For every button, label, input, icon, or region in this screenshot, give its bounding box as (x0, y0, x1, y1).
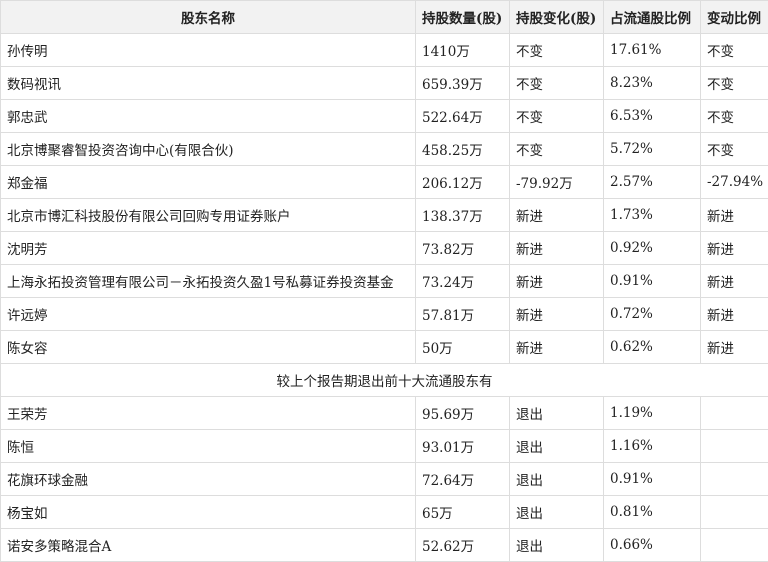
cell-shares-held: 1410万 (415, 33, 510, 67)
cell-shares-change: 新进 (509, 264, 604, 298)
table-row: 陈女容 50万 新进 0.62% 新进 (0, 330, 768, 364)
cell-float-ratio: 1.73% (603, 198, 701, 232)
cell-shares-change: 退出 (509, 495, 604, 529)
cell-shares-change: -79.92万 (509, 165, 604, 199)
cell-change-ratio (700, 462, 768, 496)
cell-shares-change: 退出 (509, 462, 604, 496)
cell-change-ratio: 新进 (700, 264, 768, 298)
table-row: 花旗环球金融 72.64万 退出 0.91% (0, 462, 768, 496)
cell-shares-held: 50万 (415, 330, 510, 364)
cell-shareholder-name: 郭忠武 (0, 99, 416, 133)
cell-shares-held: 65万 (415, 495, 510, 529)
cell-shareholder-name: 王荣芳 (0, 396, 416, 430)
cell-change-ratio: 新进 (700, 297, 768, 331)
cell-shares-held: 138.37万 (415, 198, 510, 232)
cell-shareholder-name: 上海永拓投资管理有限公司－永拓投资久盈1号私募证券投资基金 (0, 264, 416, 298)
table-row: 上海永拓投资管理有限公司－永拓投资久盈1号私募证券投资基金 73.24万 新进 0.9… (0, 264, 768, 298)
cell-shares-change: 退出 (509, 429, 604, 463)
cell-float-ratio: 5.72% (603, 132, 701, 166)
cell-change-ratio: 不变 (700, 66, 768, 100)
cell-shareholder-name: 诺安多策略混合A (0, 528, 416, 562)
cell-shares-held: 206.12万 (415, 165, 510, 199)
cell-shares-held: 522.64万 (415, 99, 510, 133)
header-shares-change: 持股变化(股) (509, 0, 604, 34)
table-row: 郭忠武 522.64万 不变 6.53% 不变 (0, 99, 768, 133)
cell-float-ratio: 0.92% (603, 231, 701, 265)
cell-float-ratio: 1.16% (603, 429, 701, 463)
cell-shares-change: 不变 (509, 33, 604, 67)
cell-shares-held: 52.62万 (415, 528, 510, 562)
cell-shareholder-name: 陈恒 (0, 429, 416, 463)
header-shares-held: 持股数量(股) (415, 0, 510, 34)
cell-shareholder-name: 北京市博汇科技股份有限公司回购专用证券账户 (0, 198, 416, 232)
cell-float-ratio: 0.66% (603, 528, 701, 562)
cell-shareholder-name: 沈明芳 (0, 231, 416, 265)
cell-float-ratio: 0.91% (603, 462, 701, 496)
cell-change-ratio (700, 429, 768, 463)
cell-shares-change: 新进 (509, 297, 604, 331)
cell-change-ratio (700, 528, 768, 562)
cell-shareholder-name: 郑金福 (0, 165, 416, 199)
header-change-ratio: 变动比例 (700, 0, 768, 34)
cell-shares-held: 73.24万 (415, 264, 510, 298)
table-row: 北京博聚睿智投资咨询中心(有限合伙) 458.25万 不变 5.72% 不变 (0, 132, 768, 166)
cell-change-ratio: 不变 (700, 33, 768, 67)
cell-change-ratio: 不变 (700, 99, 768, 133)
cell-shares-held: 93.01万 (415, 429, 510, 463)
cell-change-ratio: 新进 (700, 231, 768, 265)
cell-shares-held: 73.82万 (415, 231, 510, 265)
table-row: 北京市博汇科技股份有限公司回购专用证券账户 138.37万 新进 1.73% 新进 (0, 198, 768, 232)
cell-float-ratio: 1.19% (603, 396, 701, 430)
cell-shareholder-name: 北京博聚睿智投资咨询中心(有限合伙) (0, 132, 416, 166)
cell-float-ratio: 2.57% (603, 165, 701, 199)
cell-float-ratio: 0.72% (603, 297, 701, 331)
cell-shares-change: 不变 (509, 132, 604, 166)
header-shareholder-name: 股东名称 (0, 0, 416, 34)
cell-change-ratio: -27.94% (700, 165, 768, 199)
cell-shares-change: 退出 (509, 396, 604, 430)
cell-shares-held: 95.69万 (415, 396, 510, 430)
cell-shares-change: 不变 (509, 66, 604, 100)
cell-shareholder-name: 孙传明 (0, 33, 416, 67)
cell-shareholder-name: 数码视讯 (0, 66, 416, 100)
table-row: 郑金福 206.12万 -79.92万 2.57% -27.94% (0, 165, 768, 199)
cell-float-ratio: 0.91% (603, 264, 701, 298)
cell-shares-held: 659.39万 (415, 66, 510, 100)
table-row: 孙传明 1410万 不变 17.61% 不变 (0, 33, 768, 67)
cell-float-ratio: 8.23% (603, 66, 701, 100)
cell-change-ratio: 不变 (700, 132, 768, 166)
cell-shares-change: 新进 (509, 330, 604, 364)
cell-float-ratio: 17.61% (603, 33, 701, 67)
table-row: 许远婷 57.81万 新进 0.72% 新进 (0, 297, 768, 331)
cell-change-ratio: 新进 (700, 330, 768, 364)
cell-change-ratio (700, 396, 768, 430)
cell-shareholder-name: 许远婷 (0, 297, 416, 331)
exit-section-label: 较上个报告期退出前十大流通股东有 (0, 363, 768, 397)
table-row: 陈恒 93.01万 退出 1.16% (0, 429, 768, 463)
cell-shares-change: 新进 (509, 198, 604, 232)
cell-shares-change: 新进 (509, 231, 604, 265)
header-float-ratio: 占流通股比例 (603, 0, 701, 34)
cell-shareholder-name: 陈女容 (0, 330, 416, 364)
cell-float-ratio: 0.81% (603, 495, 701, 529)
table-row: 沈明芳 73.82万 新进 0.92% 新进 (0, 231, 768, 265)
header-row: 股东名称 持股数量(股) 持股变化(股) 占流通股比例 变动比例 (0, 0, 768, 34)
cell-shares-change: 退出 (509, 528, 604, 562)
cell-float-ratio: 6.53% (603, 99, 701, 133)
exit-section-row: 较上个报告期退出前十大流通股东有 (0, 363, 768, 397)
cell-shares-held: 57.81万 (415, 297, 510, 331)
cell-shares-held: 72.64万 (415, 462, 510, 496)
table-row: 王荣芳 95.69万 退出 1.19% (0, 396, 768, 430)
cell-change-ratio (700, 495, 768, 529)
cell-change-ratio: 新进 (700, 198, 768, 232)
table-row: 数码视讯 659.39万 不变 8.23% 不变 (0, 66, 768, 100)
cell-shareholder-name: 杨宝如 (0, 495, 416, 529)
cell-shares-change: 不变 (509, 99, 604, 133)
cell-float-ratio: 0.62% (603, 330, 701, 364)
table-row: 诺安多策略混合A 52.62万 退出 0.66% (0, 528, 768, 562)
table-row: 杨宝如 65万 退出 0.81% (0, 495, 768, 529)
cell-shares-held: 458.25万 (415, 132, 510, 166)
cell-shareholder-name: 花旗环球金融 (0, 462, 416, 496)
